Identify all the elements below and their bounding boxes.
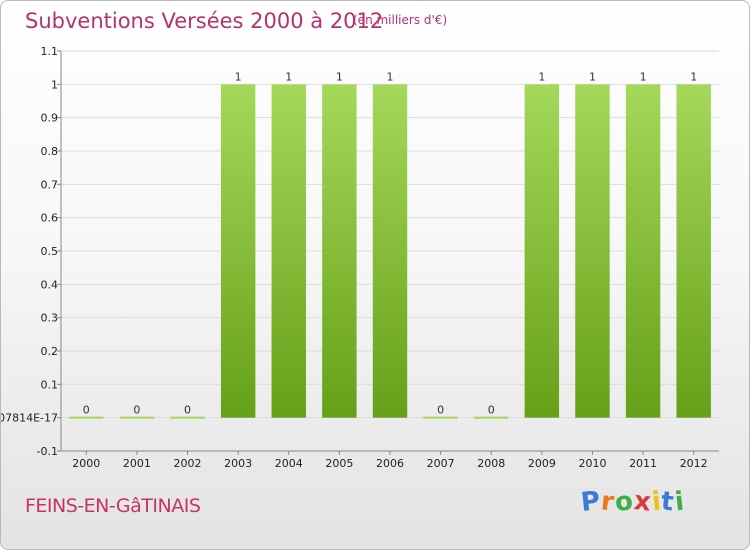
value-label: 1: [336, 70, 343, 83]
y-tick-label: 0.3: [41, 312, 59, 325]
x-tick-label: 2001: [123, 457, 151, 470]
chart-unit: (en milliers d'€): [353, 13, 448, 27]
x-tick-label: 2006: [376, 457, 404, 470]
commune-name: FEINS-EN-GâTINAIS: [25, 495, 201, 517]
y-tick-label: 0.9: [41, 112, 59, 125]
value-label: 0: [184, 404, 191, 417]
bar-2005: [322, 84, 357, 418]
value-label: 0: [488, 404, 495, 417]
value-label: 0: [83, 404, 90, 417]
value-label: 1: [387, 70, 394, 83]
x-tick-label: 2000: [72, 457, 100, 470]
x-tick-label: 2003: [224, 457, 252, 470]
value-label: 1: [589, 70, 596, 83]
x-tick-label: 2010: [578, 457, 606, 470]
value-label: 1: [690, 70, 697, 83]
y-tick-label: 0.5: [41, 245, 59, 258]
y-tick-label: 0.4: [41, 278, 59, 291]
bars: [69, 84, 711, 419]
x-tick-label: 2007: [427, 457, 455, 470]
logo-letter: i: [673, 486, 687, 518]
bar-2004: [271, 84, 306, 418]
value-label: 1: [235, 70, 242, 83]
x-tick-label: 2012: [680, 457, 708, 470]
y-tick-label: -0.1: [37, 445, 58, 458]
x-tick-label: 2009: [528, 457, 556, 470]
axes: [57, 50, 719, 455]
bar-2010: [575, 84, 610, 418]
x-tick-label: 2008: [477, 457, 505, 470]
y-tick-label: 1.1: [41, 45, 59, 58]
x-tick-label: 2005: [325, 457, 353, 470]
bar-2007: [423, 416, 458, 419]
value-label: 1: [538, 70, 545, 83]
bar-2002: [170, 416, 205, 419]
value-label: 1: [640, 70, 647, 83]
bar-2003: [220, 84, 256, 418]
bar-2006: [372, 84, 408, 418]
chart-title: Subventions Versées 2000 à 2012: [25, 9, 384, 33]
y-tick-label: -1.3877787807814E-17: [1, 412, 58, 425]
x-tick-label: 2011: [629, 457, 657, 470]
x-tick-label: 2002: [174, 457, 202, 470]
labels: -0.1 -1.3877787807814E-17 0.1 0.2 0.3 0.4 0.5 0…: [1, 45, 708, 470]
value-label: 0: [133, 404, 140, 417]
y-tick-label: 0.1: [41, 378, 59, 391]
bar-2001: [119, 416, 155, 419]
value-label: 1: [285, 70, 292, 83]
y-tick-label: 1: [51, 78, 58, 91]
value-label: 0: [437, 404, 444, 417]
bar-2012: [676, 84, 711, 418]
proxiti-logo: Proxiti: [579, 486, 687, 518]
bar-2009: [524, 84, 560, 418]
y-tick-label: 0.7: [41, 178, 59, 191]
y-tick-label: 0.6: [41, 212, 59, 225]
bar-2000: [69, 416, 104, 419]
bar-2008: [474, 416, 509, 419]
bar-2011: [625, 84, 661, 418]
y-tick-label: 0.2: [41, 345, 59, 358]
x-tick-label: 2004: [275, 457, 303, 470]
y-tick-label: 0.8: [41, 145, 59, 158]
